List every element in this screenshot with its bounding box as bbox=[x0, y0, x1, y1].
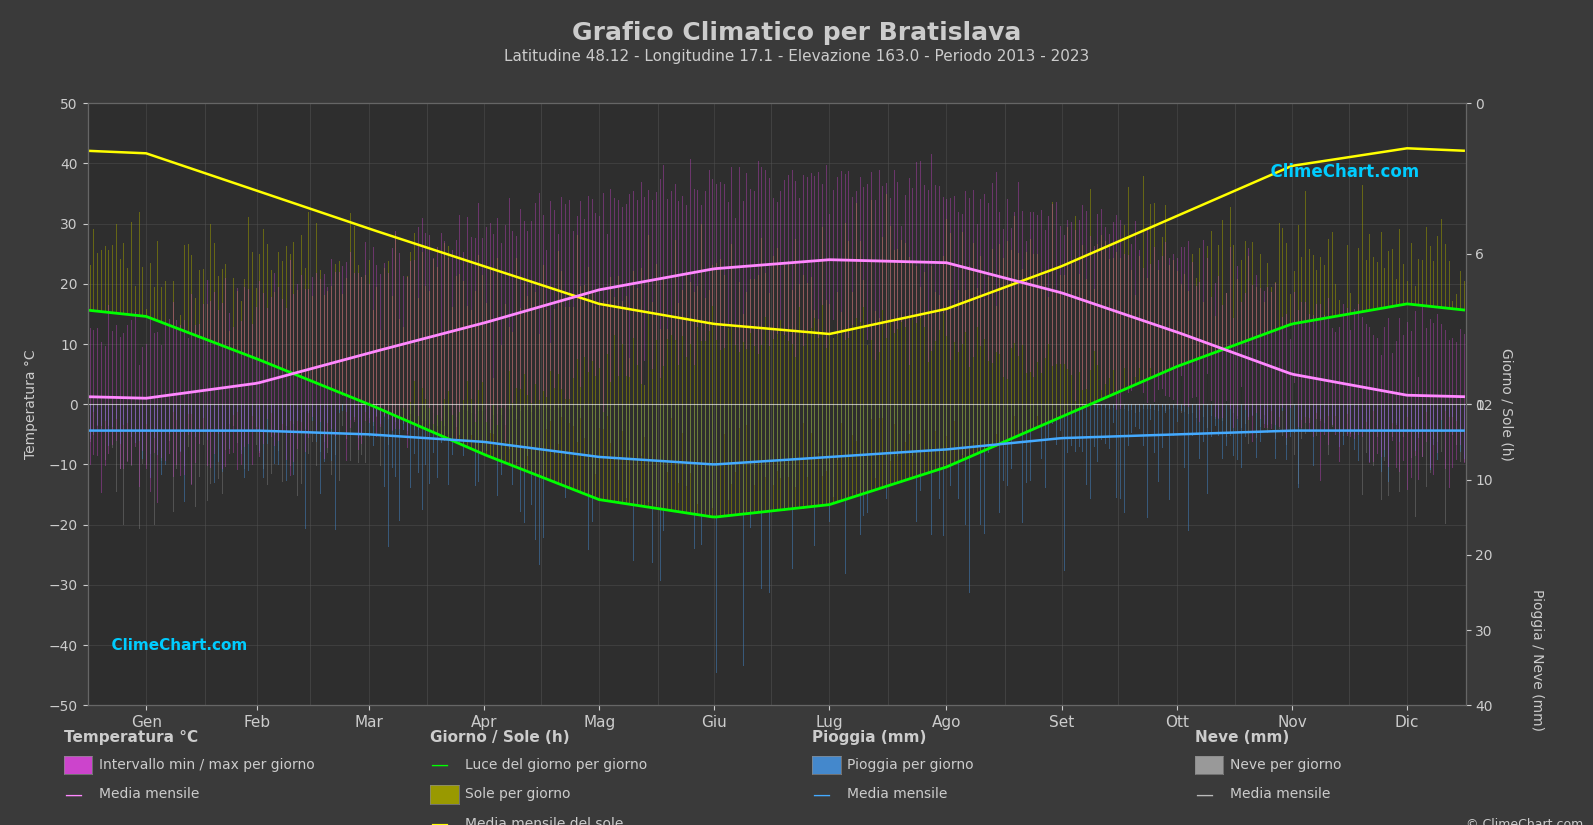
Text: Latitudine 48.12 - Longitudine 17.1 - Elevazione 163.0 - Periodo 2013 - 2023: Latitudine 48.12 - Longitudine 17.1 - El… bbox=[503, 50, 1090, 64]
Text: Pioggia / Neve (mm): Pioggia / Neve (mm) bbox=[1531, 589, 1544, 731]
Text: ClimeChart.com: ClimeChart.com bbox=[102, 638, 247, 653]
Y-axis label: Giorno / Sole (h): Giorno / Sole (h) bbox=[1501, 348, 1513, 460]
Text: Luce del giorno per giorno: Luce del giorno per giorno bbox=[465, 758, 647, 771]
Text: Pioggia per giorno: Pioggia per giorno bbox=[847, 758, 973, 771]
Text: —: — bbox=[64, 785, 81, 804]
Text: © ClimeChart.com: © ClimeChart.com bbox=[1466, 818, 1583, 825]
Text: ClimeChart.com: ClimeChart.com bbox=[1258, 163, 1419, 182]
Text: —: — bbox=[1195, 785, 1212, 804]
Text: Media mensile: Media mensile bbox=[99, 788, 199, 801]
Text: Media mensile: Media mensile bbox=[1230, 788, 1330, 801]
Text: Neve (mm): Neve (mm) bbox=[1195, 730, 1289, 745]
Text: Neve per giorno: Neve per giorno bbox=[1230, 758, 1341, 771]
Text: Grafico Climatico per Bratislava: Grafico Climatico per Bratislava bbox=[572, 21, 1021, 45]
Text: Sole per giorno: Sole per giorno bbox=[465, 788, 570, 801]
Text: Media mensile: Media mensile bbox=[847, 788, 948, 801]
Text: Media mensile del sole: Media mensile del sole bbox=[465, 818, 623, 825]
Y-axis label: Temperatura °C: Temperatura °C bbox=[24, 350, 38, 459]
Text: Temperatura °C: Temperatura °C bbox=[64, 730, 198, 745]
Text: Intervallo min / max per giorno: Intervallo min / max per giorno bbox=[99, 758, 314, 771]
Text: Pioggia (mm): Pioggia (mm) bbox=[812, 730, 927, 745]
Text: —: — bbox=[430, 815, 448, 825]
Text: Giorno / Sole (h): Giorno / Sole (h) bbox=[430, 730, 570, 745]
Text: —: — bbox=[430, 756, 448, 774]
Text: —: — bbox=[812, 785, 830, 804]
